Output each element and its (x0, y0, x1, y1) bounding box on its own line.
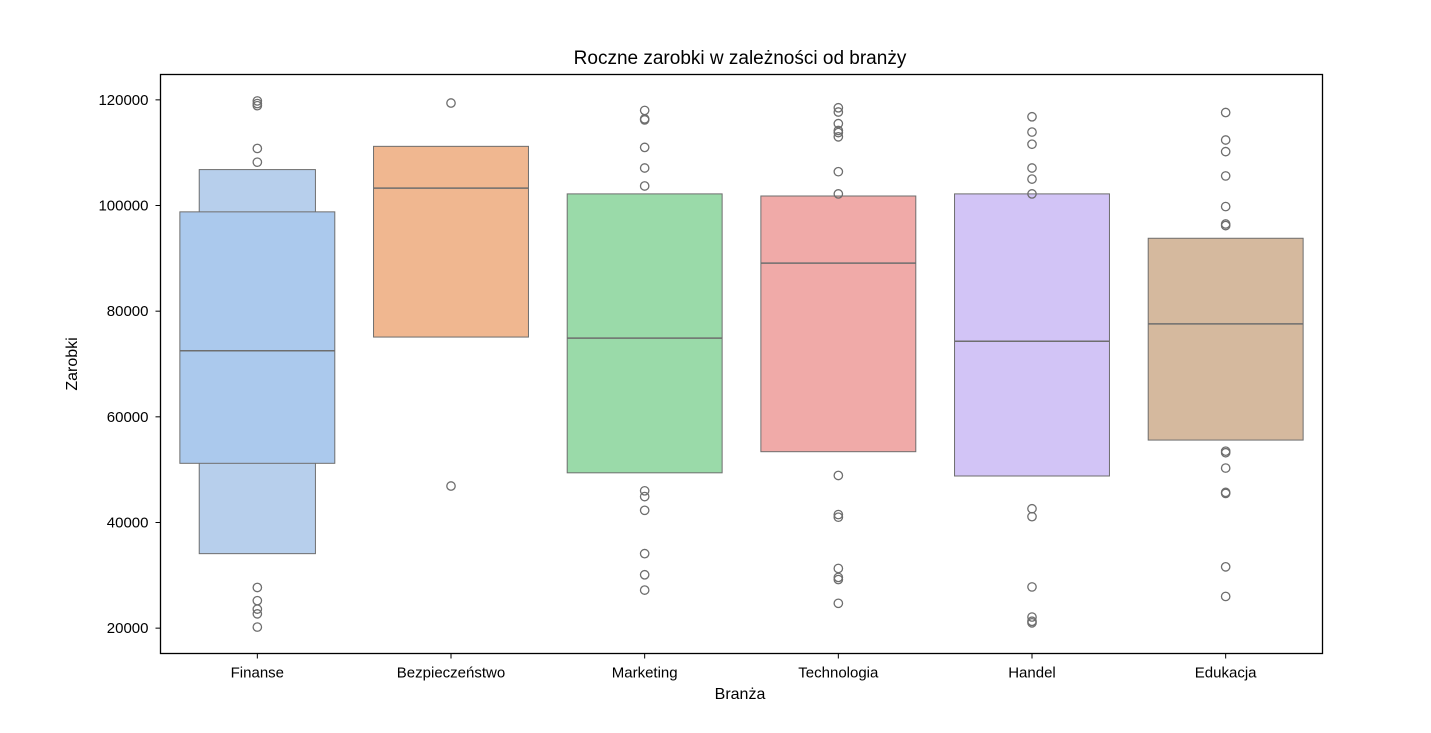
x-tick-label: Technologia (798, 665, 879, 682)
y-tick-label: 40000 (107, 514, 149, 531)
outlier-point (639, 505, 650, 516)
box (373, 145, 529, 338)
outlier-point (1220, 447, 1231, 458)
outlier-point (1027, 111, 1037, 122)
outlier-point (833, 107, 844, 117)
plot-frame (159, 73, 1324, 655)
outlier-point (639, 548, 650, 559)
outlier-point (639, 485, 650, 496)
outlier-point (1027, 511, 1037, 522)
outlier-point (833, 574, 844, 585)
box (179, 211, 336, 464)
outlier-point (1220, 107, 1231, 118)
outlier-point (1220, 135, 1231, 145)
box (760, 195, 917, 453)
outlier-point (833, 512, 844, 523)
outlier-point (833, 102, 844, 113)
y-tick-label: 20000 (107, 620, 149, 637)
outlier-point (1220, 146, 1231, 157)
outlier-point (1220, 171, 1231, 181)
outlier-point (252, 604, 263, 614)
chart-title: Roczne zarobki w zależności od branży (574, 48, 907, 69)
outlier-point (252, 595, 263, 606)
box (566, 193, 723, 474)
x-tick-label: Marketing (612, 665, 678, 682)
outlier-point (446, 98, 456, 108)
x-tick-label: Bezpieczeństwo (397, 665, 505, 682)
y-tick-label: 60000 (107, 409, 149, 426)
outlier-point (639, 585, 650, 595)
outlier-point (1027, 127, 1037, 137)
box (954, 193, 1110, 477)
outlier-point (252, 157, 263, 168)
outlier-point (639, 181, 650, 191)
outlier-point (833, 127, 844, 138)
outlier-point (1220, 463, 1231, 473)
outlier-point (252, 100, 263, 111)
outlier-point (1027, 503, 1037, 514)
outlier-point (252, 96, 263, 106)
outlier-point (1220, 201, 1231, 212)
x-axis-label: Branża (715, 686, 766, 703)
outlier-point (1220, 220, 1231, 231)
outlier-point (1027, 582, 1037, 592)
outlier-point (1220, 488, 1231, 499)
y-tick-label: 120000 (98, 92, 148, 109)
outlier-point (833, 131, 844, 142)
outlier-point (833, 166, 844, 177)
outlier-point (1220, 591, 1231, 602)
y-tick-label: 100000 (98, 198, 148, 215)
outlier-point (639, 491, 650, 502)
outlier-point (639, 142, 650, 153)
outlier-point (252, 582, 263, 593)
outlier-point (252, 143, 263, 154)
outlier-point (1027, 174, 1037, 184)
outlier-point (833, 509, 844, 520)
outlier-point (833, 470, 844, 481)
outlier-point (833, 563, 844, 574)
outlier-point (1027, 163, 1037, 173)
y-axis-label: Zarobki (64, 337, 81, 390)
box (1147, 237, 1304, 441)
x-tick-label: Finanse (231, 665, 284, 682)
outlier-point (833, 598, 844, 609)
x-tick-label: Edukacja (1195, 665, 1257, 682)
outlier-point (1220, 562, 1231, 572)
y-tick-label: 80000 (107, 303, 149, 320)
outlier-point (639, 115, 650, 125)
outlier-point (252, 609, 263, 619)
outlier-point (1027, 139, 1037, 150)
plot-area: 20000 40000 60000 80000 100000 120000 Finanse B… (98, 92, 1304, 682)
outlier-point (446, 481, 456, 491)
outlier-point (1027, 618, 1037, 628)
outlier-point (1027, 612, 1037, 622)
outlier-point (639, 105, 650, 116)
outlier-point (639, 569, 650, 580)
outlier-point (1027, 189, 1037, 199)
outlier-point (252, 622, 263, 632)
outlier-point (833, 189, 844, 199)
outlier-point (639, 163, 650, 173)
x-tick-label: Handel (1008, 665, 1056, 682)
